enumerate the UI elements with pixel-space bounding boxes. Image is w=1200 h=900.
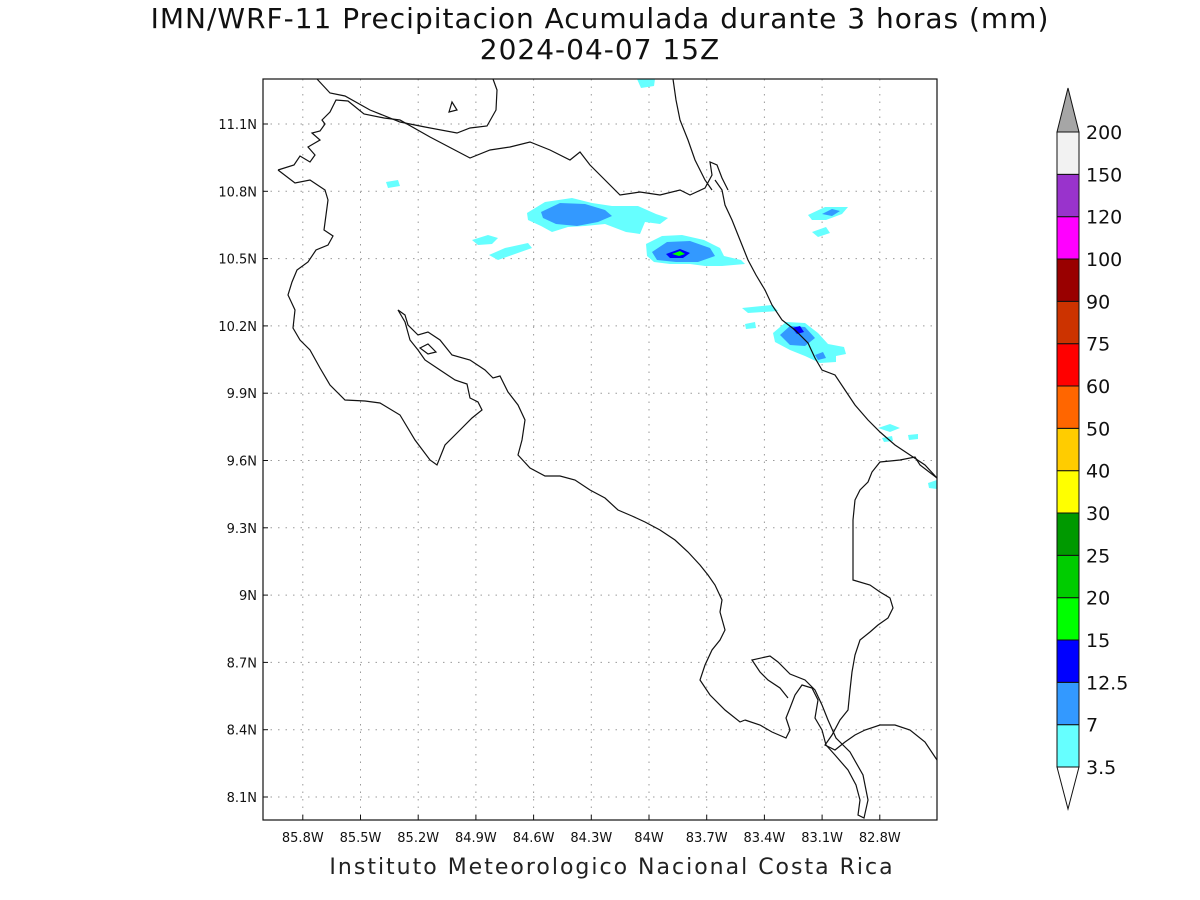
precip-patch: [472, 235, 498, 245]
map-background: [263, 79, 937, 820]
colorbar-box: [1056, 173, 1080, 218]
lat-tick-label: 8.4N: [227, 724, 257, 739]
lon-tick-label: 83.7W: [686, 831, 728, 846]
colorbar-level-label: 20: [1086, 588, 1110, 610]
colorbar-box: [1056, 470, 1080, 514]
institution-footer: Instituto Meteorologico Nacional Costa R…: [329, 855, 895, 880]
map-title: IMN/WRF-11 Precipitacion Acumulada duran…: [150, 2, 1050, 35]
caribbean-coast: [714, 179, 938, 479]
nicaragua-border: [277, 99, 729, 196]
colorbar-level-label: 40: [1086, 461, 1110, 483]
precip-patch: [822, 209, 840, 216]
precip-patch: [637, 79, 655, 88]
lon-tick-label: 84.9W: [455, 831, 497, 846]
colorbar-labels: 3.5 7 12.5 15 20 25 30 40 50 60 75 90 100 120 150 200: [1086, 122, 1128, 779]
lat-tick-label: 9.6N: [227, 455, 257, 470]
colorbar-box: [1056, 512, 1080, 556]
lon-tick-label: 83.4W: [743, 831, 785, 846]
colorbar-box: [1056, 300, 1080, 345]
colorbar-level-label: 15: [1086, 630, 1110, 652]
colorbar-box: [1056, 597, 1080, 641]
lat-tick-label: 10.8N: [218, 185, 257, 200]
lat-tick-label: 10.2N: [218, 320, 257, 335]
pacific-coast: [277, 169, 746, 723]
lon-tick-label: 83.1W: [801, 831, 843, 846]
coastlines: [277, 78, 938, 819]
colorbar-top-arrow: [1056, 87, 1080, 133]
colorbar-box: [1056, 427, 1080, 472]
precip-patch: [792, 326, 804, 334]
colorbar-level-label: 200: [1086, 122, 1122, 144]
colorbar-box: [1056, 681, 1080, 726]
map-subtitle: 2024-04-07 15Z: [479, 33, 721, 66]
lake-shore: [672, 78, 713, 191]
colorbar-box: [1056, 258, 1080, 302]
lon-tick-label: 85.8W: [282, 831, 324, 846]
precip-patch: [812, 227, 830, 237]
colorbar-level-label: 100: [1086, 249, 1122, 271]
colorbar-level-label: 150: [1086, 164, 1122, 186]
precip-patch: [742, 305, 778, 313]
colorbar-level-label: 30: [1086, 503, 1110, 525]
colorbar-level-label: 90: [1086, 291, 1110, 313]
island-lake: [418, 343, 438, 355]
precipitation-field: [386, 79, 937, 489]
lon-tick-label: 85.5W: [340, 831, 382, 846]
colorbar-box: [1056, 385, 1080, 429]
colorbar-box: [1056, 639, 1080, 683]
precip-patch: [908, 434, 918, 440]
lat-tick-label: 9.9N: [227, 387, 257, 402]
lat-tick-label: 10.5N: [218, 253, 257, 268]
panama-border: [824, 456, 938, 761]
precip-patch: [489, 243, 532, 260]
lon-tick-label: 85.2W: [397, 831, 439, 846]
precip-patch: [878, 424, 900, 432]
colorbar-boxes: [1056, 87, 1080, 811]
lat-tick-label: 9N: [239, 589, 257, 604]
osa-peninsula: [744, 655, 869, 819]
lon-tick-label: 84W: [634, 831, 664, 846]
colorbar-box: [1056, 554, 1080, 599]
lon-tick-label: 84.3W: [570, 831, 612, 846]
precip-patch: [815, 352, 826, 360]
map-frame: [262, 78, 938, 821]
precip-patch: [386, 180, 400, 188]
colorbar-box: [1056, 343, 1080, 387]
lon-tick-label: 82.8W: [859, 831, 901, 846]
colorbar-box: [1056, 131, 1080, 175]
colorbar-level-label: 120: [1086, 207, 1122, 229]
longitude-ticks: 85.8W 85.5W 85.2W 84.9W 84.6W 84.3W 84W 83.7W 83…: [282, 815, 901, 846]
colorbar-bottom-arrow: [1056, 766, 1080, 811]
precip-patch: [928, 480, 937, 489]
lat-tick-label: 8.7N: [227, 656, 257, 671]
colorbar-level-label: 3.5: [1086, 757, 1116, 779]
lat-tick-label: 11.1N: [218, 118, 257, 133]
precip-patch: [541, 203, 612, 226]
nicaragua-coast: [316, 78, 498, 134]
latitude-ticks: 11.1N 10.8N 10.5N 10.2N 9.9N 9.6N 9.3N 9N 8.7N 8.…: [218, 118, 268, 806]
colorbar-level-label: 60: [1086, 376, 1110, 398]
colorbar-level-label: 12.5: [1086, 672, 1128, 694]
colorbar-level-label: 25: [1086, 545, 1110, 567]
colorbar-box: [1056, 724, 1080, 768]
precip-patch: [672, 251, 685, 256]
precip-patch: [745, 322, 756, 329]
lat-tick-label: 8.1N: [227, 791, 257, 806]
colorbar-level-label: 75: [1086, 334, 1110, 356]
lat-tick-label: 9.3N: [227, 522, 257, 537]
colorbar-level-label: 7: [1086, 715, 1098, 737]
colorbar-box: [1056, 216, 1080, 260]
lon-tick-label: 84.6W: [513, 831, 555, 846]
island: [448, 100, 458, 113]
colorbar-level-label: 50: [1086, 418, 1110, 440]
